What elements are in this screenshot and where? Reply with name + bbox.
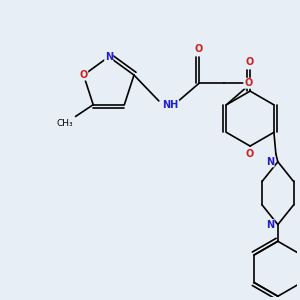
Text: O: O bbox=[195, 44, 203, 54]
Text: CH₃: CH₃ bbox=[57, 119, 74, 128]
Text: N: N bbox=[266, 220, 274, 230]
Text: NH: NH bbox=[163, 100, 179, 110]
Text: O: O bbox=[80, 70, 88, 80]
Text: O: O bbox=[244, 78, 252, 88]
Text: N: N bbox=[266, 157, 274, 167]
Text: O: O bbox=[246, 57, 254, 67]
Text: N: N bbox=[105, 52, 113, 62]
Text: O: O bbox=[246, 149, 254, 159]
